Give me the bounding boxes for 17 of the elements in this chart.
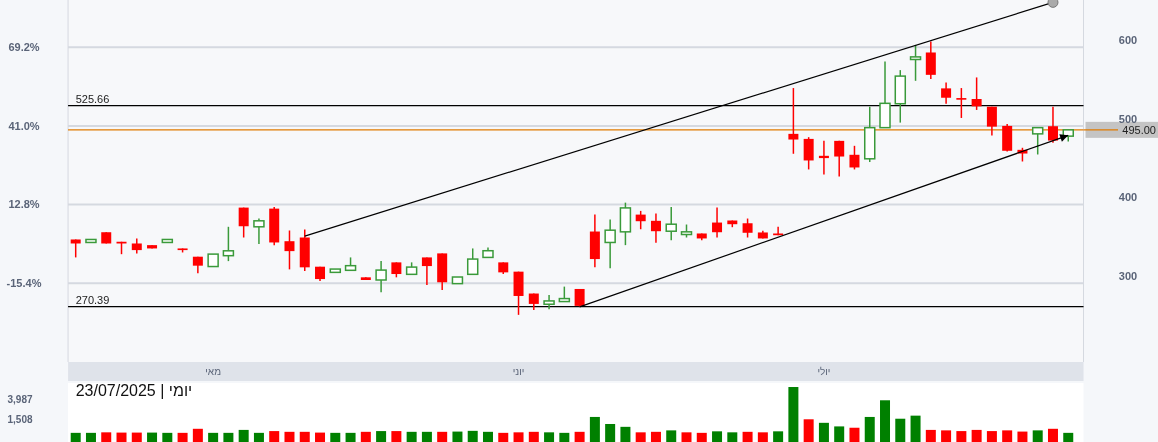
ref-line-label: 495.00 [1122, 123, 1156, 136]
y-tick-label: 500 [1118, 112, 1138, 125]
y2-tick-label: 12.8% [8, 198, 40, 211]
x-tick-label: מאי [205, 366, 222, 377]
x-tick-label: יוני [512, 366, 525, 377]
text: יומי | 23/07/2025 [75, 382, 193, 399]
y2-tick-label: 41.0% [8, 119, 40, 132]
y-tick-label: 3,987 [7, 393, 33, 405]
y-tick-label: 400 [1118, 191, 1138, 204]
y2-tick-label: 69.2% [8, 41, 40, 54]
ref-line-label: 525.66 [75, 92, 110, 105]
y-tick-label: 600 [1118, 34, 1138, 47]
y-tick-label: 1,508 [7, 413, 33, 425]
x-tick-label: יולי [817, 366, 831, 377]
ref-line-label: 270.39 [75, 293, 110, 306]
y2-tick-label: -15.4% [6, 277, 42, 290]
y-tick-label: 300 [1118, 270, 1138, 283]
